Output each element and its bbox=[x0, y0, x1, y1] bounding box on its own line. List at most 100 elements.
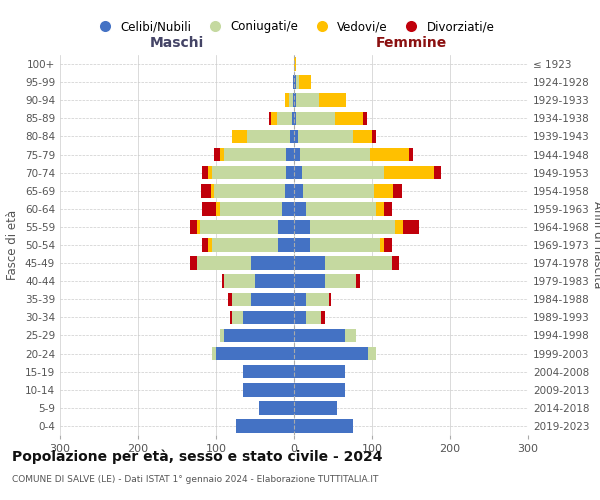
Bar bbox=[353, 130, 372, 143]
Bar bbox=[325, 274, 356, 288]
Bar bbox=[220, 202, 283, 215]
Bar bbox=[283, 202, 294, 215]
Bar bbox=[310, 238, 380, 252]
Bar bbox=[306, 202, 376, 215]
Bar bbox=[370, 148, 409, 162]
Bar bbox=[284, 184, 294, 198]
Bar bbox=[220, 328, 224, 342]
Bar bbox=[409, 148, 413, 162]
Bar bbox=[294, 202, 306, 215]
Bar bbox=[196, 220, 200, 234]
Bar bbox=[228, 292, 232, 306]
Bar bbox=[259, 401, 294, 414]
Text: COMUNE DI SALVE (LE) - Dati ISTAT 1° gennaio 2024 - Elaborazione TUTTITALIA.IT: COMUNE DI SALVE (LE) - Dati ISTAT 1° gen… bbox=[12, 475, 379, 484]
Legend: Celibi/Nubili, Coniugati/e, Vedovi/e, Divorziati/e: Celibi/Nubili, Coniugati/e, Vedovi/e, Di… bbox=[89, 16, 499, 38]
Bar bbox=[216, 202, 220, 215]
Bar bbox=[294, 94, 296, 107]
Bar bbox=[362, 112, 367, 125]
Bar bbox=[244, 383, 294, 396]
Bar bbox=[292, 112, 294, 125]
Bar bbox=[294, 274, 325, 288]
Bar bbox=[306, 310, 322, 324]
Bar bbox=[277, 112, 292, 125]
Bar bbox=[294, 401, 337, 414]
Bar bbox=[214, 184, 284, 198]
Bar bbox=[392, 256, 400, 270]
Bar bbox=[299, 76, 311, 89]
Bar bbox=[216, 347, 294, 360]
Bar bbox=[294, 310, 306, 324]
Bar bbox=[247, 130, 290, 143]
Bar bbox=[329, 292, 331, 306]
Bar bbox=[384, 166, 434, 179]
Bar bbox=[251, 256, 294, 270]
Bar bbox=[244, 365, 294, 378]
Bar bbox=[319, 94, 346, 107]
Bar bbox=[434, 166, 440, 179]
Bar bbox=[244, 310, 294, 324]
Bar bbox=[224, 274, 255, 288]
Text: Maschi: Maschi bbox=[150, 36, 204, 50]
Bar bbox=[224, 148, 286, 162]
Bar bbox=[372, 130, 376, 143]
Bar bbox=[286, 148, 294, 162]
Bar bbox=[294, 328, 344, 342]
Bar bbox=[374, 184, 393, 198]
Bar bbox=[278, 220, 294, 234]
Bar bbox=[294, 184, 304, 198]
Bar bbox=[293, 94, 294, 107]
Bar bbox=[222, 274, 224, 288]
Bar bbox=[255, 274, 294, 288]
Bar bbox=[294, 383, 344, 396]
Bar bbox=[325, 256, 392, 270]
Bar bbox=[294, 58, 296, 71]
Bar bbox=[294, 220, 310, 234]
Bar bbox=[214, 148, 220, 162]
Bar bbox=[294, 347, 368, 360]
Bar bbox=[212, 238, 278, 252]
Bar bbox=[201, 184, 211, 198]
Y-axis label: Anni di nascita: Anni di nascita bbox=[590, 202, 600, 288]
Bar bbox=[208, 166, 212, 179]
Bar bbox=[294, 148, 300, 162]
Bar bbox=[289, 94, 293, 107]
Bar bbox=[294, 112, 296, 125]
Bar bbox=[300, 148, 370, 162]
Bar bbox=[294, 130, 298, 143]
Bar bbox=[356, 274, 360, 288]
Bar bbox=[290, 130, 294, 143]
Bar bbox=[211, 184, 214, 198]
Bar bbox=[294, 166, 302, 179]
Bar bbox=[232, 310, 244, 324]
Bar bbox=[395, 220, 403, 234]
Bar bbox=[384, 202, 392, 215]
Bar bbox=[271, 112, 277, 125]
Bar bbox=[310, 220, 395, 234]
Bar bbox=[230, 310, 232, 324]
Bar bbox=[212, 166, 286, 179]
Bar bbox=[380, 238, 384, 252]
Bar bbox=[296, 76, 299, 89]
Bar bbox=[368, 347, 376, 360]
Bar bbox=[190, 220, 197, 234]
Bar bbox=[269, 112, 271, 125]
Bar bbox=[298, 130, 353, 143]
Bar bbox=[403, 220, 419, 234]
Bar bbox=[232, 292, 251, 306]
Bar bbox=[294, 238, 310, 252]
Bar bbox=[296, 112, 335, 125]
Bar bbox=[306, 292, 329, 306]
Bar bbox=[200, 220, 278, 234]
Bar bbox=[344, 328, 356, 342]
Bar bbox=[251, 292, 294, 306]
Bar bbox=[286, 94, 289, 107]
Bar bbox=[202, 166, 208, 179]
Bar bbox=[294, 419, 353, 432]
Bar bbox=[197, 256, 251, 270]
Bar bbox=[286, 166, 294, 179]
Bar bbox=[302, 166, 384, 179]
Bar bbox=[294, 292, 306, 306]
Bar bbox=[220, 148, 224, 162]
Bar bbox=[384, 238, 392, 252]
Bar bbox=[232, 130, 247, 143]
